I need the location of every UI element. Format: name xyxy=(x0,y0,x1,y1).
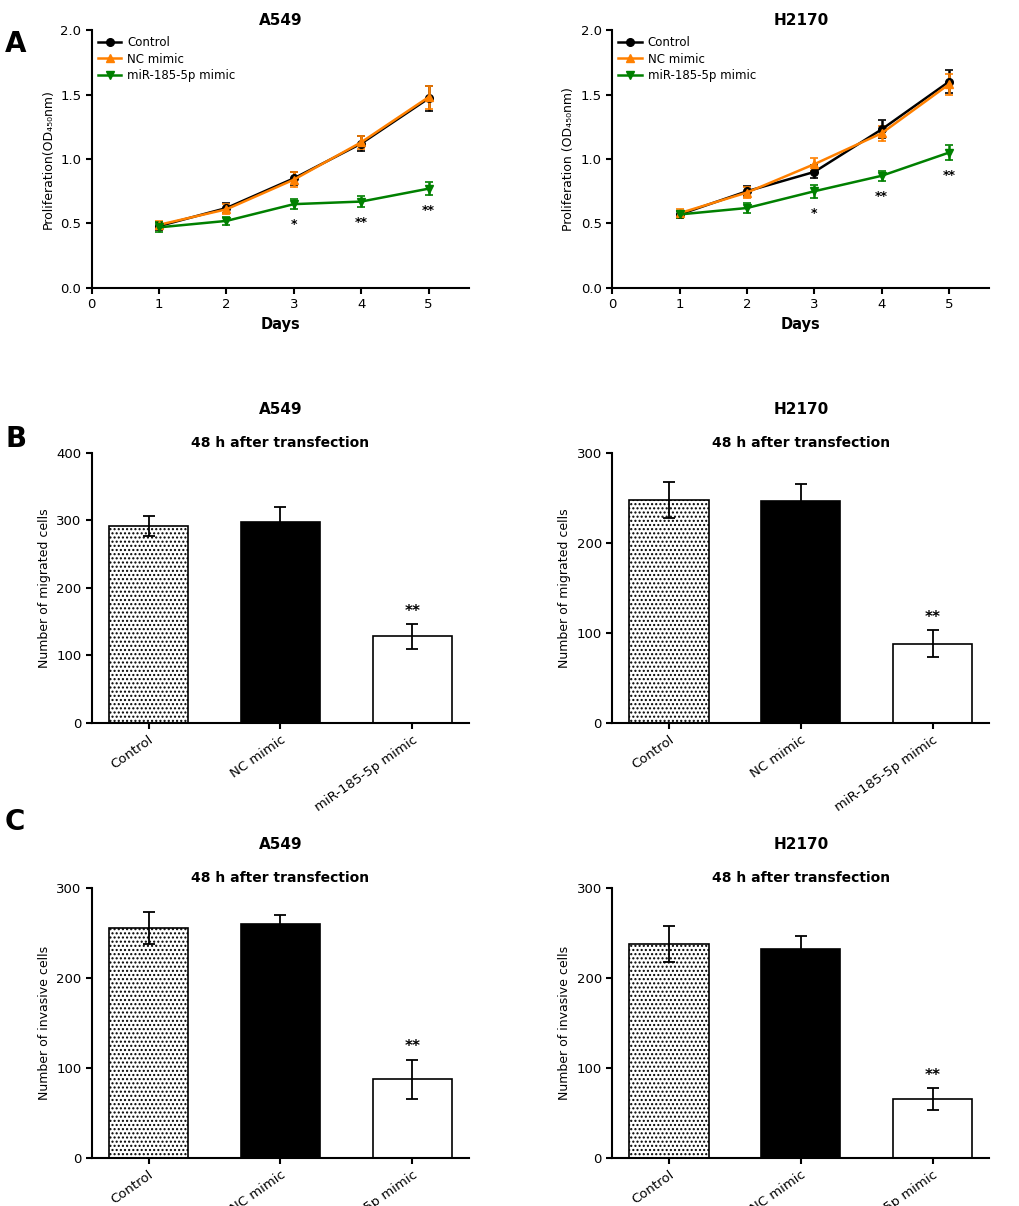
Text: **: ** xyxy=(355,216,367,229)
Text: **: ** xyxy=(924,1069,940,1083)
Bar xyxy=(240,924,320,1158)
Bar xyxy=(109,526,187,722)
Bar xyxy=(629,944,708,1158)
Bar xyxy=(893,644,971,722)
Text: **: ** xyxy=(404,1040,420,1054)
Title: A549: A549 xyxy=(258,402,302,417)
Title: H2170: H2170 xyxy=(772,837,827,851)
Text: 48 h after transfection: 48 h after transfection xyxy=(192,437,369,450)
Y-axis label: Number of invasive cells: Number of invasive cells xyxy=(557,946,571,1100)
Title: H2170: H2170 xyxy=(772,12,827,28)
Y-axis label: Proliferation (OD₄₅₀nm): Proliferation (OD₄₅₀nm) xyxy=(561,87,575,232)
Text: **: ** xyxy=(404,604,420,619)
Text: 48 h after transfection: 48 h after transfection xyxy=(711,871,889,885)
Bar xyxy=(372,1079,451,1158)
Text: A: A xyxy=(5,30,26,58)
Text: 48 h after transfection: 48 h after transfection xyxy=(192,871,369,885)
Text: *: * xyxy=(810,206,817,219)
Legend: Control, NC mimic, miR-185-5p mimic: Control, NC mimic, miR-185-5p mimic xyxy=(618,36,755,82)
Bar xyxy=(372,637,451,722)
Title: A549: A549 xyxy=(258,837,302,851)
Legend: Control, NC mimic, miR-185-5p mimic: Control, NC mimic, miR-185-5p mimic xyxy=(98,36,235,82)
Y-axis label: Proliferation(OD₄₅₀nm): Proliferation(OD₄₅₀nm) xyxy=(42,89,55,229)
X-axis label: Days: Days xyxy=(260,317,300,332)
Y-axis label: Number of invasive cells: Number of invasive cells xyxy=(38,946,51,1100)
Title: H2170: H2170 xyxy=(772,402,827,417)
Bar xyxy=(760,500,840,722)
Text: **: ** xyxy=(422,204,435,217)
Text: *: * xyxy=(290,218,297,232)
Text: C: C xyxy=(5,808,25,836)
Bar xyxy=(893,1099,971,1158)
Bar xyxy=(109,929,187,1158)
Text: 48 h after transfection: 48 h after transfection xyxy=(711,437,889,450)
Bar xyxy=(629,499,708,722)
Bar xyxy=(240,522,320,722)
Title: A549: A549 xyxy=(258,12,302,28)
X-axis label: Days: Days xyxy=(781,317,820,332)
Text: **: ** xyxy=(874,191,888,203)
Y-axis label: Number of migrated cells: Number of migrated cells xyxy=(38,508,51,668)
Y-axis label: Number of migrated cells: Number of migrated cells xyxy=(557,508,571,668)
Text: B: B xyxy=(5,425,26,452)
Text: **: ** xyxy=(924,610,940,625)
Text: **: ** xyxy=(942,169,955,182)
Bar xyxy=(760,949,840,1158)
